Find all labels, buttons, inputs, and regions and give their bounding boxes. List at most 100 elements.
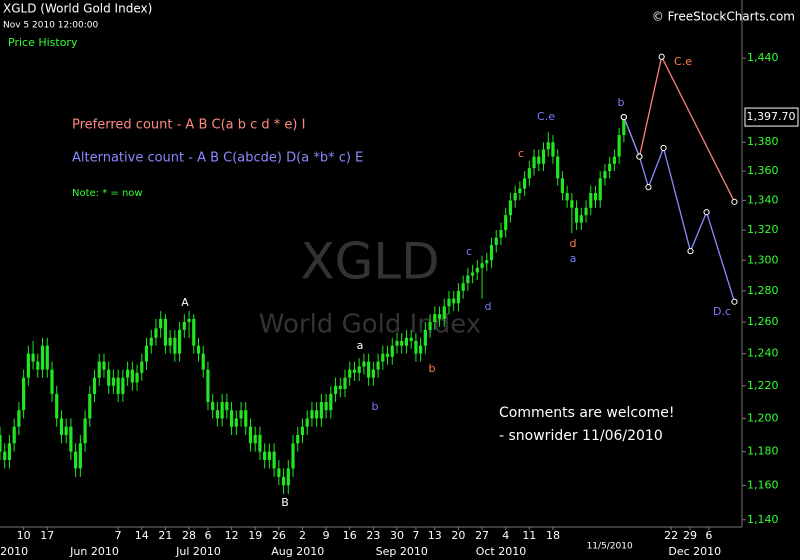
candle-body <box>513 193 517 201</box>
candle-body <box>527 168 531 179</box>
candle-body <box>442 306 446 319</box>
x-month-label: 2010 <box>0 545 28 558</box>
x-tick-label: 18 <box>546 529 560 542</box>
x-tick-label: 19 <box>248 529 262 542</box>
candle-body <box>281 476 286 486</box>
candle-body <box>55 393 59 419</box>
candle-body <box>211 402 215 411</box>
candle-body <box>556 156 560 179</box>
candle-body <box>126 369 130 378</box>
candle-body <box>154 328 158 338</box>
candle-body <box>371 369 375 378</box>
candle-body <box>400 340 404 346</box>
candle-body <box>551 142 555 157</box>
y-tick-label: 1,360 <box>747 164 779 177</box>
x-tick-label: 22 <box>664 529 678 542</box>
y-tick-label: 1,140 <box>747 513 779 526</box>
candle-body <box>130 369 134 383</box>
candle-body <box>579 215 583 223</box>
candle-body <box>494 237 498 246</box>
candle-body <box>480 263 484 268</box>
candle-body <box>201 353 205 370</box>
candle-body <box>560 178 565 194</box>
x-tick-label: 7 <box>115 529 122 542</box>
y-tick-label: 1,380 <box>747 135 779 148</box>
x-tick-label: 29 <box>683 529 697 542</box>
candle-body <box>338 385 342 390</box>
x-tick-label: 23 <box>366 529 380 542</box>
candle-body <box>196 345 201 354</box>
candle-body <box>36 361 40 370</box>
x-month-label: 11/5/2010 <box>587 542 633 552</box>
candle-body <box>485 260 489 264</box>
candle-body <box>329 393 333 411</box>
projection-point <box>636 153 643 160</box>
candle-body <box>248 426 253 444</box>
candle-body <box>376 361 380 370</box>
x-tick-label: 26 <box>272 529 286 542</box>
candle-body <box>149 337 153 346</box>
candle-body <box>135 372 139 383</box>
candle-body <box>187 318 191 323</box>
candle-body <box>608 163 612 172</box>
candle-body <box>111 377 116 386</box>
x-tick-label: 7 <box>412 529 419 542</box>
x-month-label: Aug 2010 <box>271 545 324 558</box>
candle-body <box>83 418 87 444</box>
candle-body <box>253 434 257 444</box>
candle-body <box>78 443 82 469</box>
candle-body <box>69 426 73 452</box>
candle-body <box>475 267 479 273</box>
candle-body <box>296 434 300 444</box>
candle-body <box>59 418 64 435</box>
candle-body <box>7 443 12 461</box>
candle-body <box>461 283 465 291</box>
y-tick-label: 1,180 <box>747 445 779 458</box>
source: © FreeStockCharts.com <box>652 10 795 24</box>
candle-body <box>102 361 106 370</box>
candle-body <box>31 353 35 362</box>
note: Preferred count - A B C(a b c d * e) I <box>72 118 305 133</box>
wave-label: b <box>429 362 436 375</box>
y-tick-label: 1,300 <box>747 253 779 266</box>
chart-title: XGLD (World Gold Index) <box>3 2 152 16</box>
watermark: XGLD <box>300 233 439 291</box>
candle-body <box>622 117 626 136</box>
projection-point <box>660 144 667 152</box>
candle-body <box>121 377 125 394</box>
candle-body <box>64 426 68 435</box>
candle-body <box>593 193 598 201</box>
candle-body <box>177 329 182 354</box>
candle-body <box>447 298 451 307</box>
x-tick-label: 13 <box>428 529 442 542</box>
x-tick-label: 27 <box>475 529 489 542</box>
candle-body <box>537 156 541 164</box>
wave-label: C.e <box>674 55 692 68</box>
candle-body <box>300 426 305 435</box>
candle-body <box>305 418 309 427</box>
x-month-label: Jun 2010 <box>69 545 119 558</box>
wave-label: B <box>281 496 289 509</box>
wave-label: b <box>372 400 379 413</box>
candle-body <box>598 178 602 201</box>
candle-body <box>617 135 621 157</box>
candle-body <box>324 402 328 411</box>
candle-body <box>173 337 177 354</box>
candle-body <box>546 142 550 150</box>
candle-body <box>286 468 290 486</box>
wave-label: b <box>618 96 625 109</box>
candle-body <box>229 410 234 427</box>
candle-body <box>107 369 111 386</box>
candle-body <box>291 443 295 469</box>
price-marker-label: 1,397.70 <box>747 110 796 123</box>
candle-body <box>504 215 508 231</box>
candle-body <box>0 434 2 452</box>
x-month-label: Sep 2010 <box>376 545 428 558</box>
candle-body <box>565 193 569 201</box>
candle-body <box>428 322 432 330</box>
candle-body <box>352 369 357 373</box>
candle-body <box>343 377 347 390</box>
candle-body <box>263 451 267 461</box>
candle-body <box>489 245 494 261</box>
